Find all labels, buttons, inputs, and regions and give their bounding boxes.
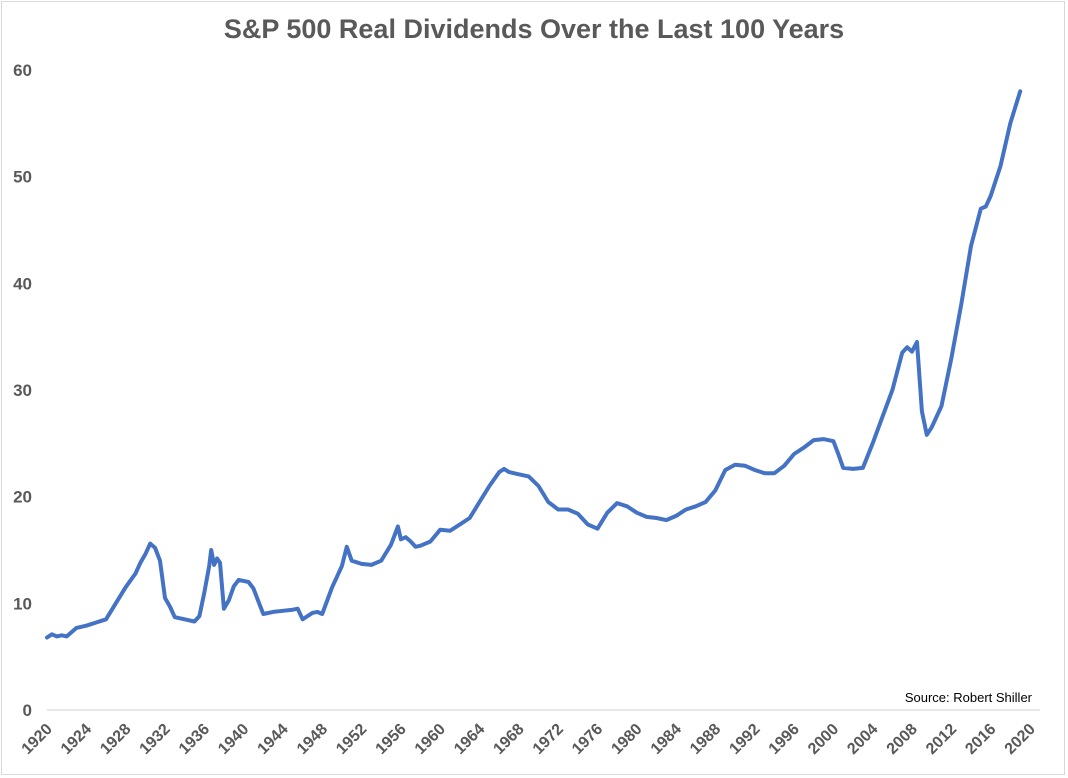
chart-title: S&P 500 Real Dividends Over the Last 100… <box>223 14 845 44</box>
source-annotation: Source: Robert Shiller <box>905 690 1033 705</box>
x-tick-label: 1976 <box>569 721 606 758</box>
y-tick-label: 50 <box>13 168 32 187</box>
x-axis: 1920 1924 1928 1932 1936 1940 1944 1948 1952 1956… <box>19 721 1039 758</box>
x-tick-label: 2008 <box>884 721 921 758</box>
x-tick-label: 2016 <box>962 721 999 758</box>
x-tick-label: 1968 <box>490 721 527 758</box>
y-axis: 0 10 20 30 40 50 60 <box>13 61 32 720</box>
x-tick-label: 1952 <box>333 721 370 758</box>
x-tick-label: 1920 <box>19 721 56 758</box>
x-tick-label: 1944 <box>255 721 292 758</box>
x-tick-label: 1964 <box>451 721 488 758</box>
series-line-real-dividends <box>45 89 1023 640</box>
x-tick-label: 2020 <box>1002 721 1039 758</box>
x-tick-label: 2000 <box>805 721 842 758</box>
x-tick-label: 2004 <box>844 721 881 758</box>
x-tick-label: 1948 <box>294 721 331 758</box>
y-tick-label: 30 <box>13 381 32 400</box>
x-tick-label: 1996 <box>766 721 803 758</box>
y-tick-label: 60 <box>13 61 32 80</box>
y-tick-label: 40 <box>13 274 32 293</box>
x-tick-label: 1936 <box>176 721 213 758</box>
x-tick-label: 1956 <box>373 721 410 758</box>
x-tick-label: 1984 <box>648 721 685 758</box>
x-tick-label: 1940 <box>215 721 252 758</box>
x-tick-label: 1980 <box>608 721 645 758</box>
x-tick-label: 1960 <box>412 721 449 758</box>
x-tick-label: 1972 <box>530 721 567 758</box>
y-tick-label: 20 <box>13 488 32 507</box>
x-tick-label: 1932 <box>137 721 174 758</box>
x-tick-label: 1988 <box>687 721 724 758</box>
x-tick-label: 1924 <box>58 721 95 758</box>
y-tick-label: 0 <box>23 701 32 720</box>
x-tick-label: 2012 <box>923 721 960 758</box>
y-tick-label: 10 <box>13 594 32 613</box>
x-tick-label: 1928 <box>97 721 134 758</box>
x-tick-label: 1992 <box>726 721 763 758</box>
